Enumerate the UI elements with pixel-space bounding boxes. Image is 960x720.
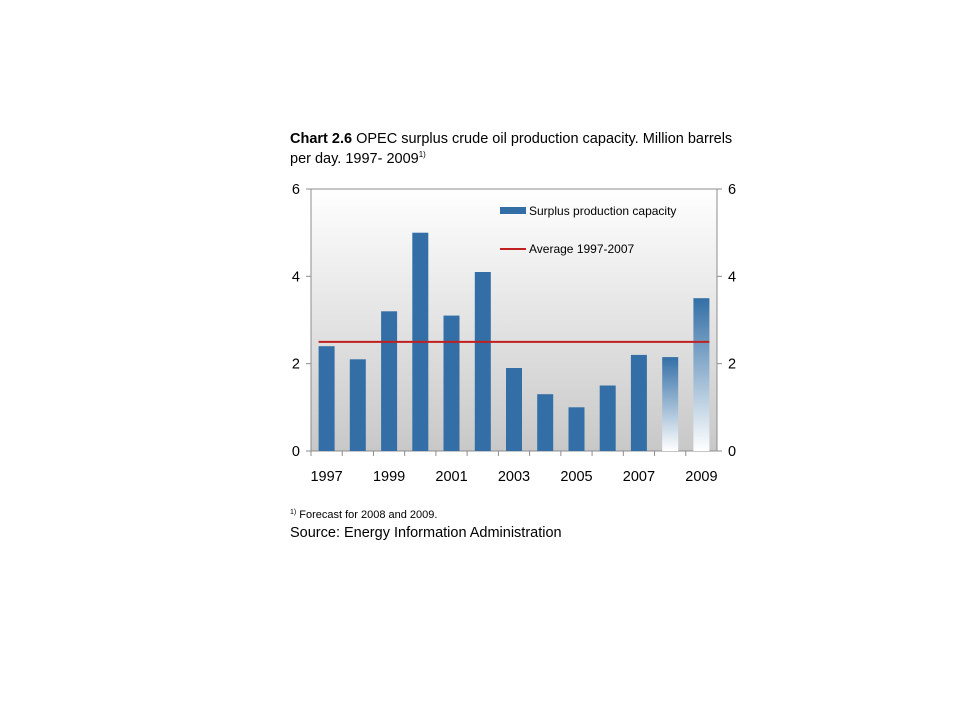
legend: Surplus production capacity Average 1997… [500,204,676,256]
bar-1999 [381,311,398,451]
bar-1997 [318,346,335,451]
chart-number: Chart 2.6 [290,131,353,147]
title-note-marker: 1) [418,150,426,159]
footnote-text: Forecast for 2008 and 2009. [299,509,438,521]
x-tick-label: 2005 [560,469,592,485]
y-tick-label-left: 2 [292,357,300,373]
bar-2006 [599,385,616,451]
x-tick-label: 2003 [498,469,530,485]
bar-1998 [349,359,366,451]
bar-2008 [662,357,679,451]
legend-label-average: Average 1997-2007 [529,242,635,256]
chart-title-text: OPEC surplus crude oil production capaci… [290,131,733,167]
legend-swatch-surplus [500,207,526,214]
chart-title: Chart 2.6 OPEC surplus crude oil product… [290,129,750,169]
bar-2003 [506,368,522,451]
x-tick-label: 1999 [373,469,405,485]
bar-2001 [443,315,460,451]
footnote-marker: 1) [290,509,297,516]
y-tick-label-left: 6 [292,182,300,198]
footnote: 1) Forecast for 2008 and 2009. [290,509,437,521]
bars-group [318,232,710,451]
source-text: Source: Energy Information Administratio… [290,525,562,541]
y-tick-label-right: 4 [728,269,736,285]
y-tick-label-right: 0 [728,444,736,460]
bar-2007 [630,354,647,451]
bar-2009 [693,298,710,451]
legend-label-surplus: Surplus production capacity [529,204,676,218]
y-tick-label-right: 2 [728,357,736,373]
bar-2002 [474,272,491,451]
axis-ticks: 0 2 4 6 0 2 4 6 1997 1999 2001 2003 2005 2007 2009 [292,182,736,485]
x-tick-label: 2001 [435,469,467,485]
bar-2005 [568,407,585,451]
x-tick-label: 2009 [685,469,717,485]
x-tick-label: 2007 [623,469,655,485]
y-tick-label-left: 4 [292,269,300,285]
x-tick-label: 1997 [310,469,342,485]
y-tick-label-right: 6 [728,182,736,198]
bar-2004 [537,394,554,451]
y-tick-label-left: 0 [292,444,300,460]
